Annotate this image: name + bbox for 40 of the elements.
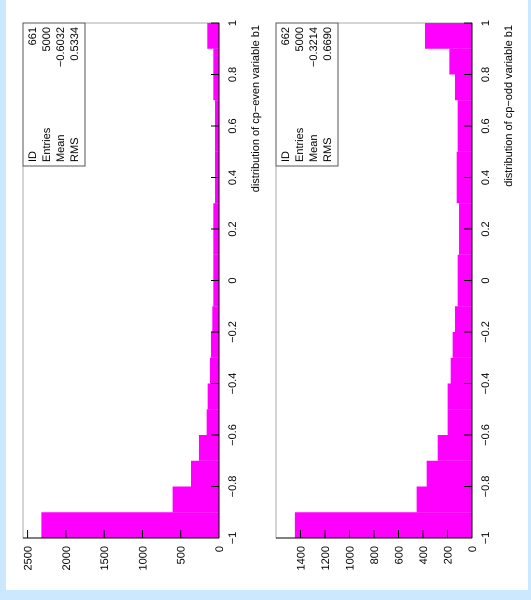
x-tick-label: 2000	[60, 546, 73, 570]
y-tick-label: 0.2	[480, 221, 492, 237]
x-tick-label: 2500	[22, 546, 35, 570]
y-tick-label: 0	[480, 277, 492, 284]
x-tick-label: 1400	[296, 546, 308, 570]
y-tick-label: −0.4	[480, 372, 492, 394]
y-tick-label: 0.8	[480, 66, 492, 82]
y-tick-label: 0.4	[227, 170, 239, 186]
y-axis-title: distribution of cp−odd variable b1	[503, 25, 515, 187]
y-tick-label: 0.2	[227, 221, 239, 237]
y-tick-label: −1	[480, 532, 492, 544]
y-tick-label: −0.2	[227, 321, 239, 343]
y-tick-label: 0.8	[227, 66, 239, 82]
y-tick-label: −0.4	[227, 372, 239, 394]
x-tick-label: 200	[442, 546, 454, 564]
y-tick-label: −0.6	[480, 424, 492, 446]
x-tick-label: 800	[369, 546, 381, 564]
x-tick-label: 0	[214, 546, 226, 552]
y-tick-label: −0.6	[227, 424, 239, 446]
statistics-box: ID 662 Entries 5000 Mean −0.3214 RMS 0.6690	[276, 22, 338, 166]
y-tick-label: 1	[480, 20, 492, 26]
y-tick-label: 0	[227, 277, 239, 284]
y-tick-label: 1	[227, 20, 239, 26]
x-tick-label: 1000	[344, 546, 356, 570]
y-axis-title: distribution of cp−even variable b1	[250, 25, 262, 192]
y-tick-label: 0.6	[480, 118, 492, 134]
x-tick-label: 1500	[99, 546, 112, 570]
x-tick-label: 600	[394, 546, 406, 564]
y-tick-label: 0.4	[480, 170, 492, 186]
statistics-box: ID 661 Entries 5000 Mean −0.6032 RMS 0.5334	[22, 22, 86, 166]
x-tick-label: 0	[467, 546, 479, 552]
x-tick-label: 400	[418, 546, 430, 564]
y-tick-label: 0.6	[227, 118, 239, 134]
x-tick-label: 1200	[320, 546, 332, 570]
x-tick-label: 1000	[137, 546, 150, 570]
y-tick-label: −0.2	[480, 321, 492, 343]
x-tick-label: 500	[176, 546, 188, 564]
y-tick-label: −0.8	[227, 476, 239, 498]
y-tick-label: −1	[227, 532, 239, 544]
y-tick-label: −0.8	[480, 476, 492, 498]
